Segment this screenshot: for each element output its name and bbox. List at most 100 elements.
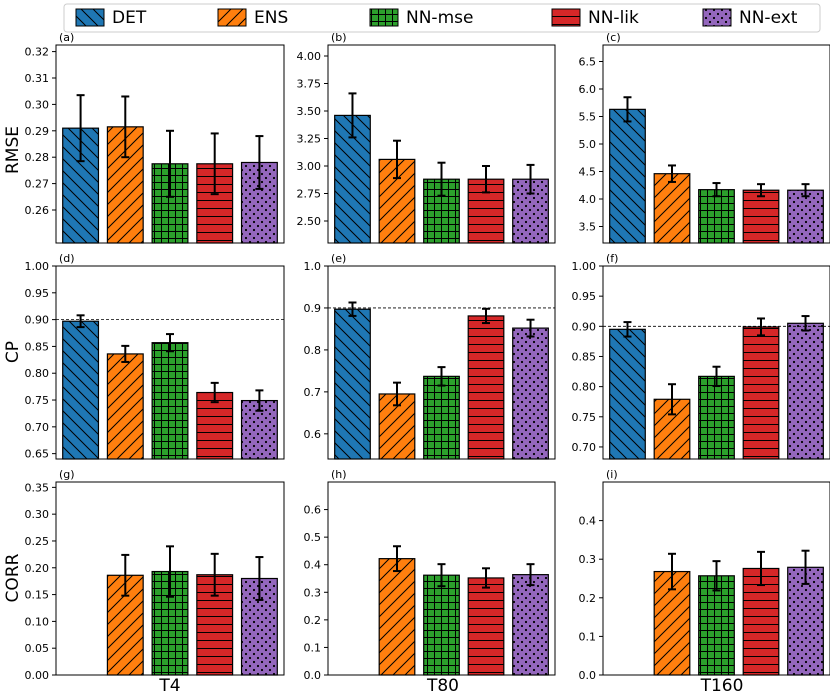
y-tick-label: 3.25: [297, 133, 322, 146]
legend: DET ENS NN-mse NN-lik NN-ext: [64, 4, 820, 32]
y-tick-label: 0.20: [25, 562, 50, 575]
y-tick-label: 3.75: [297, 78, 322, 91]
y-tick-label: 0.6: [304, 428, 322, 441]
bar-hatch-nn-ext: [788, 190, 824, 243]
y-tick-label: 5.0: [579, 138, 597, 151]
y-tick-label: 0.95: [25, 287, 50, 300]
y-tick-label: 0.9: [304, 302, 322, 315]
legend-item-nn-lik: NN-lik: [552, 8, 639, 28]
y-tick-label: 0.0: [579, 669, 597, 682]
bar-hatch-nn-lik: [468, 316, 504, 459]
y-tick-label: 0.05: [25, 642, 50, 655]
y-tick-label: 0.7: [304, 386, 322, 399]
bar-hatch-ens: [107, 354, 143, 459]
y-tick-label: 0.30: [25, 508, 50, 521]
y-tick-label: 6.0: [579, 83, 597, 96]
legend-label-nn-mse: NN-mse: [406, 8, 473, 28]
y-tick-label: 0.32: [25, 46, 50, 59]
legend-item-det: DET: [76, 8, 147, 28]
y-tick-label: 4.0: [579, 193, 597, 206]
y-tick-label: 0.3: [579, 553, 597, 566]
y-tick-label: 0.1: [304, 641, 322, 654]
column-label-t80: T80: [426, 676, 459, 696]
bar-hatch-nn-mse: [152, 343, 188, 459]
y-tick-label: 0.30: [25, 98, 50, 111]
bar-hatch-nn-lik: [743, 327, 779, 459]
y-tick-label: 5.5: [579, 111, 597, 124]
legend-hatch-det: [76, 9, 104, 26]
panel-a: (a) 0.26 0.27 0.28 0.29 0.30 0.31 0.32: [25, 31, 285, 243]
legend-item-ens: ENS: [218, 8, 288, 28]
row-label-corr: CORR: [3, 553, 23, 602]
panel-label: (f): [606, 252, 618, 265]
y-tick-label: 0.95: [572, 290, 597, 303]
y-tick-label: 4.00: [297, 50, 322, 63]
bar-hatch-ens: [379, 559, 415, 675]
column-label-t160: T160: [700, 676, 744, 696]
y-tick-label: 0.4: [579, 515, 597, 528]
panel-label: (i): [606, 468, 618, 481]
panel-label: (g): [59, 468, 75, 481]
row-label-rmse: RMSE: [3, 126, 23, 174]
y-tick-label: 0.70: [572, 441, 597, 454]
bar-hatch-nn-lik: [468, 578, 504, 675]
y-tick-label: 0.65: [25, 448, 50, 461]
y-tick-label: 0.6: [304, 504, 322, 517]
y-tick-label: 0.29: [25, 125, 50, 138]
panel-label: (h): [331, 468, 347, 481]
legend-hatch-nn-mse: [370, 9, 398, 26]
y-tick-label: 0.2: [304, 614, 322, 627]
panel-label: (d): [59, 252, 75, 265]
bar-hatch-nn-ext: [513, 575, 549, 675]
legend-item-nn-mse: NN-mse: [370, 8, 473, 28]
legend-label-ens: ENS: [254, 8, 288, 28]
bar-hatch-nn-mse: [424, 575, 460, 675]
y-tick-label: 0.4: [304, 559, 322, 572]
y-tick-label: 0.85: [25, 340, 50, 353]
y-tick-label: 0.15: [25, 589, 50, 602]
column-label-t4: T4: [158, 676, 180, 696]
panel-e: (e) 0.6 0.7 0.8 0.9 1.0: [304, 252, 556, 459]
y-tick-label: 2.75: [297, 188, 322, 201]
legend-hatch-nn-ext: [703, 9, 731, 26]
y-tick-label: 0.0: [304, 669, 322, 682]
y-tick-label: 0.90: [572, 320, 597, 333]
panel-label: (b): [331, 31, 347, 44]
y-tick-label: 0.80: [572, 381, 597, 394]
y-tick-label: 3.50: [297, 105, 322, 118]
bar-hatch-det: [335, 309, 371, 459]
y-tick-label: 1.0: [304, 260, 322, 273]
bar-hatch-ens: [654, 174, 690, 243]
bar-hatch-det: [610, 109, 646, 243]
panel-d: (d)0.650.700.750.800.850.900.951.00: [25, 252, 285, 461]
y-tick-label: 2.50: [297, 215, 322, 228]
y-tick-label: 0.90: [25, 314, 50, 327]
panel-label: (e): [331, 252, 346, 265]
y-tick-label: 4.5: [579, 166, 597, 179]
bar-hatch-nn-mse: [699, 190, 735, 243]
y-tick-label: 0.75: [572, 411, 597, 424]
bar-hatch-nn-mse: [699, 376, 735, 459]
legend-label-nn-ext: NN-ext: [739, 8, 798, 28]
y-tick-label: 0.1: [579, 630, 597, 643]
y-tick-label: 0.10: [25, 615, 50, 628]
legend-hatch-nn-lik: [552, 9, 580, 26]
y-tick-label: 0.80: [25, 367, 50, 380]
legend-label-nn-lik: NN-lik: [588, 8, 639, 28]
legend-item-nn-ext: NN-ext: [703, 8, 798, 28]
y-tick-label: 0.25: [25, 535, 50, 548]
panel-h: (h) 0.0 0.1 0.2 0.3 0.4 0.5 0.6: [304, 468, 556, 682]
panel-f: (f) 0.70 0.75 0.80 0.85 0.90 0.95 1.00: [572, 252, 830, 459]
figure: DET ENS NN-mse NN-lik NN-ext RMSE CP CORR T4…: [0, 0, 830, 698]
y-tick-label: 1.00: [572, 260, 597, 273]
y-tick-label: 0.26: [25, 204, 50, 217]
bar-hatch-nn-ext: [513, 328, 549, 459]
y-tick-label: 0.75: [25, 394, 50, 407]
y-tick-label: 0.5: [304, 531, 322, 544]
panel-label: (c): [606, 31, 621, 44]
y-tick-label: 0.27: [25, 178, 50, 191]
y-tick-label: 0.3: [304, 586, 322, 599]
bar-hatch-nn-lik: [743, 190, 779, 243]
panel-g: (g)0.000.050.100.150.200.250.300.35: [25, 468, 285, 682]
legend-label-det: DET: [112, 8, 147, 28]
